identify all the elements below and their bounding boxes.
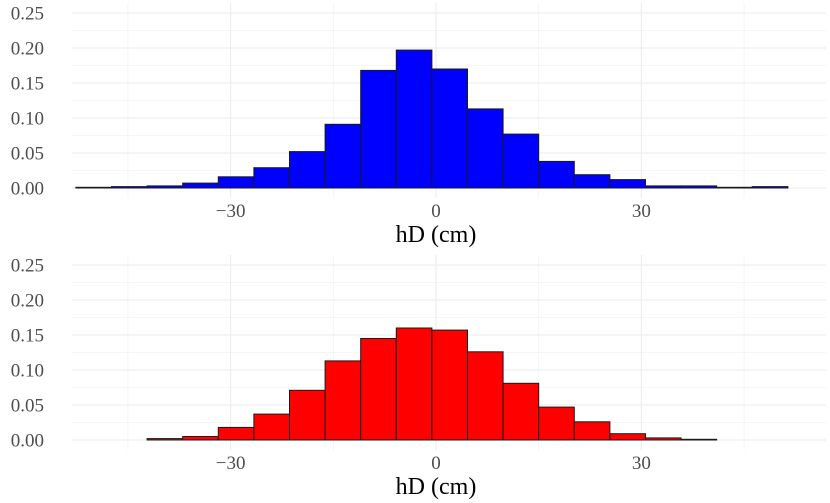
x-tick-label: −30 — [216, 201, 246, 222]
histogram-bar — [716, 186, 753, 189]
bottom-histogram-panel: 0.00 0.05 0.10 0.15 0.20 0.25 −30 0 30 hD (cm) — [11, 255, 826, 500]
y-tick-label: 0.15 — [11, 326, 44, 347]
y-tick-label: 0.10 — [11, 109, 44, 130]
x-tick-label: 30 — [632, 453, 651, 474]
histogram-bar — [75, 186, 112, 189]
histogram-bar — [324, 360, 362, 441]
histogram-bar — [360, 338, 397, 441]
histogram-bar — [573, 421, 611, 441]
histogram-bar — [110, 186, 148, 189]
y-tick-label: 0.25 — [11, 256, 44, 277]
histogram-bar — [288, 389, 326, 441]
histogram-bar — [324, 123, 362, 189]
x-tick-label: 0 — [431, 201, 441, 222]
histogram-bar — [609, 433, 646, 441]
histogram-bar — [182, 436, 219, 441]
histogram-bar — [751, 186, 789, 189]
y-tick-label: 0.20 — [11, 291, 44, 312]
y-tick-label: 0.05 — [11, 396, 44, 417]
histogram-bar — [431, 329, 468, 441]
histogram-bar — [502, 382, 540, 441]
y-tick-label: 0.20 — [11, 39, 44, 60]
histogram-bar — [288, 151, 326, 189]
histogram-bar — [538, 160, 575, 189]
y-tick-label: 0.00 — [11, 179, 44, 200]
histogram-bar — [573, 174, 611, 189]
histogram-bar — [680, 438, 718, 441]
y-tick-label: 0.15 — [11, 74, 44, 95]
histogram-bar — [431, 68, 468, 189]
histogram-bar — [253, 167, 290, 189]
histogram-bar — [217, 426, 255, 441]
histogram-bar — [146, 438, 184, 441]
histogram-bar — [217, 176, 255, 189]
y-tick-label: 0.05 — [11, 144, 44, 165]
y-tick-label: 0.25 — [11, 4, 44, 25]
histogram-bar — [644, 437, 682, 441]
histogram-bar — [644, 185, 682, 189]
histogram-bar — [466, 351, 504, 441]
histogram-bar — [502, 133, 540, 189]
x-tick-label: 0 — [431, 453, 441, 474]
histogram-bar — [680, 185, 718, 189]
y-tick-label: 0.00 — [11, 431, 44, 452]
histogram-bar — [538, 406, 575, 441]
x-tick-label: −30 — [216, 453, 246, 474]
histogram-bar — [182, 182, 219, 189]
histogram-bar — [360, 69, 397, 189]
histogram-bar — [466, 108, 504, 189]
histogram-bar — [146, 185, 184, 189]
histogram-bar — [395, 49, 433, 189]
y-tick-label: 0.10 — [11, 361, 44, 382]
histogram-bar — [253, 413, 290, 441]
top-histogram-panel: 0.00 0.05 0.10 0.15 0.20 0.25 −30 0 30 hD (cm) — [11, 3, 826, 248]
histogram-bar — [395, 327, 433, 441]
x-axis-title: hD (cm) — [396, 474, 477, 500]
x-axis-title: hD (cm) — [396, 222, 477, 248]
histogram-bar — [609, 179, 646, 189]
x-tick-label: 30 — [632, 201, 651, 222]
